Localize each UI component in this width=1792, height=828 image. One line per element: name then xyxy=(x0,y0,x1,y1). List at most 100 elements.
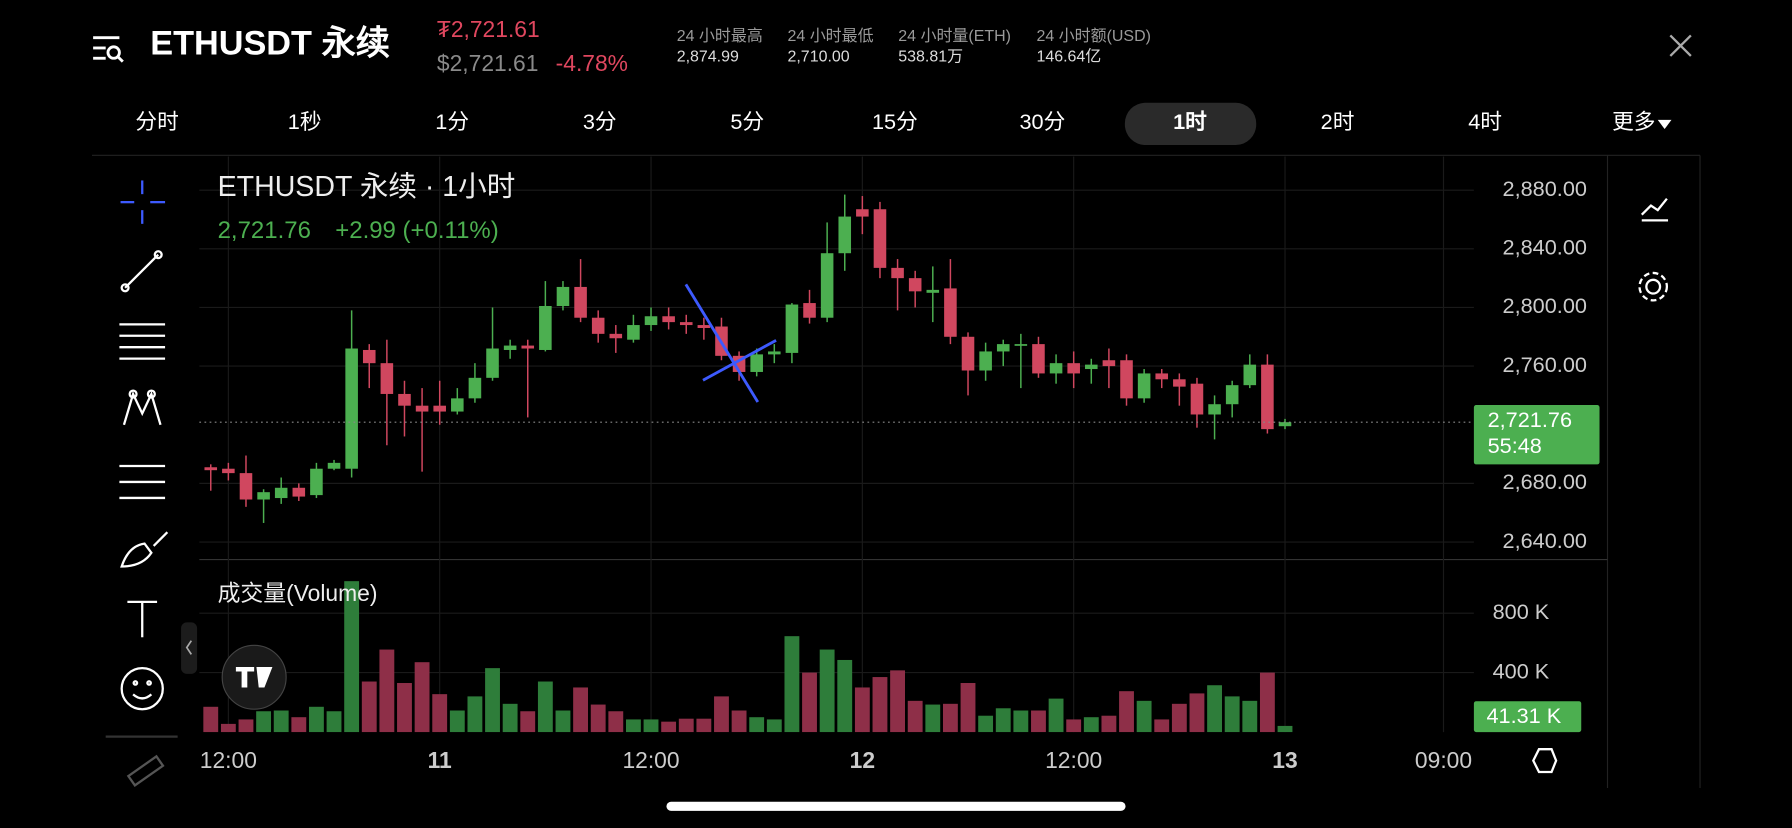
layout-button[interactable] xyxy=(1531,748,1558,774)
volume-bar xyxy=(361,681,377,733)
candle-body xyxy=(398,393,411,406)
volume-bar xyxy=(220,723,236,733)
candle-body xyxy=(1014,344,1028,346)
volume-bar xyxy=(203,706,219,733)
volume-bar xyxy=(344,581,360,733)
candle-body xyxy=(979,351,992,371)
candle-body xyxy=(838,216,852,254)
candle-body xyxy=(574,286,587,318)
collapse-tab[interactable] xyxy=(181,622,198,674)
candle-body xyxy=(679,322,693,326)
volume-bar xyxy=(1154,719,1170,733)
timeframe-bar: 分时 1秒 1分 3分 5分 15分 30分 1时 2时 4时 更多 xyxy=(135,102,1655,146)
volume-bar xyxy=(731,710,747,733)
volume-bar xyxy=(749,717,765,733)
volume-bar xyxy=(326,711,342,733)
brush-tool[interactable] xyxy=(120,531,169,568)
candle-body xyxy=(486,348,499,378)
volume-bar xyxy=(537,681,553,733)
candle-body xyxy=(873,209,887,268)
timeframe[interactable]: 1秒 xyxy=(288,109,322,134)
timeframe[interactable]: 15分 xyxy=(872,109,918,134)
volume-bar xyxy=(467,696,483,733)
x-tick-label: 12:00 xyxy=(200,747,257,773)
y-tick-label: 2,680.00 xyxy=(1503,469,1587,494)
candle-body xyxy=(996,344,1010,352)
symbol-title: ETHUSDT 永续 xyxy=(150,25,390,63)
candle-body xyxy=(521,345,535,349)
settings-button[interactable] xyxy=(1638,271,1669,302)
y-tick-label: 2,760.00 xyxy=(1503,352,1587,377)
timeframe[interactable]: 分时 xyxy=(135,109,178,134)
timeframe[interactable]: 30分 xyxy=(1020,109,1066,134)
candle-body xyxy=(539,305,552,350)
y-tick-label: 2,800.00 xyxy=(1503,293,1587,318)
candle-body xyxy=(591,317,605,334)
text-tool[interactable] xyxy=(127,600,158,638)
volume-bar xyxy=(520,711,536,733)
usd-price: $2,721.61 xyxy=(437,50,539,76)
crosshair-tool[interactable] xyxy=(120,180,166,224)
tv-logo[interactable] xyxy=(221,644,287,710)
volume-bar xyxy=(625,719,641,733)
candle-body xyxy=(1243,364,1257,386)
x-tick-label: 12 xyxy=(850,747,875,773)
timeframe[interactable]: 1分 xyxy=(435,109,469,134)
volume-bar xyxy=(1083,717,1099,733)
volume-bar xyxy=(819,649,835,733)
volume-bar xyxy=(766,719,782,733)
timeframe[interactable]: 更多 xyxy=(1612,109,1655,134)
volume-tick-label: 400 K xyxy=(1493,658,1550,683)
y-tick-label: 2,880.00 xyxy=(1503,176,1587,201)
trendline-tool[interactable] xyxy=(120,250,163,293)
timeframe[interactable]: 3分 xyxy=(583,109,617,134)
volume-bar xyxy=(1031,710,1046,733)
volume-bar xyxy=(308,706,324,733)
indicator-button[interactable] xyxy=(1640,198,1669,222)
projection-tool[interactable] xyxy=(119,464,166,500)
ruler-tool[interactable] xyxy=(126,754,165,787)
menu-icon[interactable] xyxy=(93,36,124,63)
x-tick-label: 09:00 xyxy=(1415,747,1472,773)
stat-value: 2,874.99 xyxy=(677,48,739,65)
candle-body xyxy=(239,473,253,500)
candle-body xyxy=(803,303,816,318)
volume-bar xyxy=(502,703,518,733)
volume-bar xyxy=(1207,685,1222,733)
legend-price: 2,721.76 xyxy=(218,217,311,244)
stat-label: 24 小时量(ETH) xyxy=(898,27,1011,45)
volume-bar xyxy=(1136,700,1152,733)
volume-bar xyxy=(1048,698,1064,733)
volume-bar xyxy=(837,659,853,733)
candle-body xyxy=(222,468,235,474)
tv-logo-mark xyxy=(235,666,273,688)
volume-bar xyxy=(1066,719,1082,733)
timeframe[interactable]: 4时 xyxy=(1468,109,1502,134)
pattern-tool[interactable] xyxy=(122,389,162,426)
volume-bar xyxy=(925,704,941,733)
fib-tool[interactable] xyxy=(119,323,166,360)
volume-bar xyxy=(573,687,589,733)
volume-bar xyxy=(802,672,817,733)
volume-bar xyxy=(273,710,289,733)
x-tick-label: 11 xyxy=(428,747,452,773)
volume-bar xyxy=(1101,715,1117,733)
change: -4.78% xyxy=(556,50,628,76)
timeframe[interactable]: 5分 xyxy=(730,109,764,134)
stat-label: 24 小时额(USD) xyxy=(1036,27,1150,45)
timeframe[interactable]: 2时 xyxy=(1321,109,1355,134)
volume-bar xyxy=(1013,710,1029,733)
more-arrow[interactable] xyxy=(1657,119,1672,130)
candle-body xyxy=(327,462,341,469)
legend-change: +2.99 (+0.11%) xyxy=(335,217,498,244)
stat-label: 24 小时最高 xyxy=(677,27,763,45)
emoji-tool[interactable] xyxy=(120,666,164,711)
close-button[interactable] xyxy=(1669,34,1692,57)
timeframe[interactable]: 1时 xyxy=(1173,109,1207,134)
volume-bar xyxy=(995,708,1011,733)
candle-body xyxy=(908,278,922,292)
candle-body xyxy=(785,304,799,353)
volume-bar xyxy=(1171,703,1187,733)
volume-bar xyxy=(960,683,976,733)
